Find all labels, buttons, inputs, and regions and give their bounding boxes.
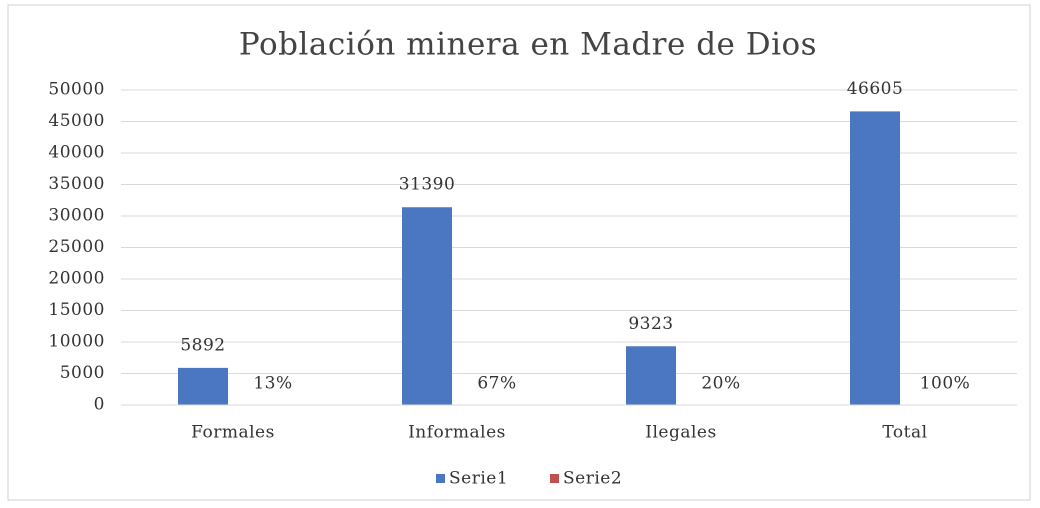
legend-swatch (550, 474, 559, 483)
y-tick-label: 25000 (48, 237, 105, 257)
y-tick-label: 5000 (60, 363, 105, 383)
y-tick-label: 30000 (48, 206, 105, 226)
y-tick-label: 10000 (48, 332, 105, 352)
data-label: 100% (920, 374, 971, 394)
bar (402, 207, 452, 405)
legend-label: Serie1 (449, 469, 508, 489)
bar (626, 346, 676, 405)
legend-swatch (436, 474, 445, 483)
y-tick-label: 15000 (48, 300, 105, 320)
x-tick-label: Informales (408, 423, 506, 443)
data-label: 9323 (628, 314, 673, 334)
data-label: 31390 (399, 175, 456, 195)
y-tick-label: 20000 (48, 269, 105, 289)
y-tick-label: 40000 (48, 143, 105, 163)
data-label: 46605 (847, 79, 904, 99)
data-label: 67% (477, 374, 516, 394)
data-label: 20% (701, 374, 740, 394)
chart-title: Población minera en Madre de Dios (239, 27, 817, 63)
bar (178, 367, 228, 405)
y-tick-label: 50000 (48, 80, 105, 100)
x-tick-label: Ilegales (645, 423, 716, 443)
y-tick-label: 0 (94, 395, 105, 415)
y-tick-label: 35000 (48, 174, 105, 194)
y-tick-label: 45000 (48, 111, 105, 131)
bar (850, 111, 900, 406)
x-tick-label: Total (882, 423, 927, 443)
data-label: 5892 (180, 335, 225, 355)
x-tick-label: Formales (191, 423, 275, 443)
legend-label: Serie2 (563, 469, 622, 489)
data-label: 13% (253, 374, 292, 394)
